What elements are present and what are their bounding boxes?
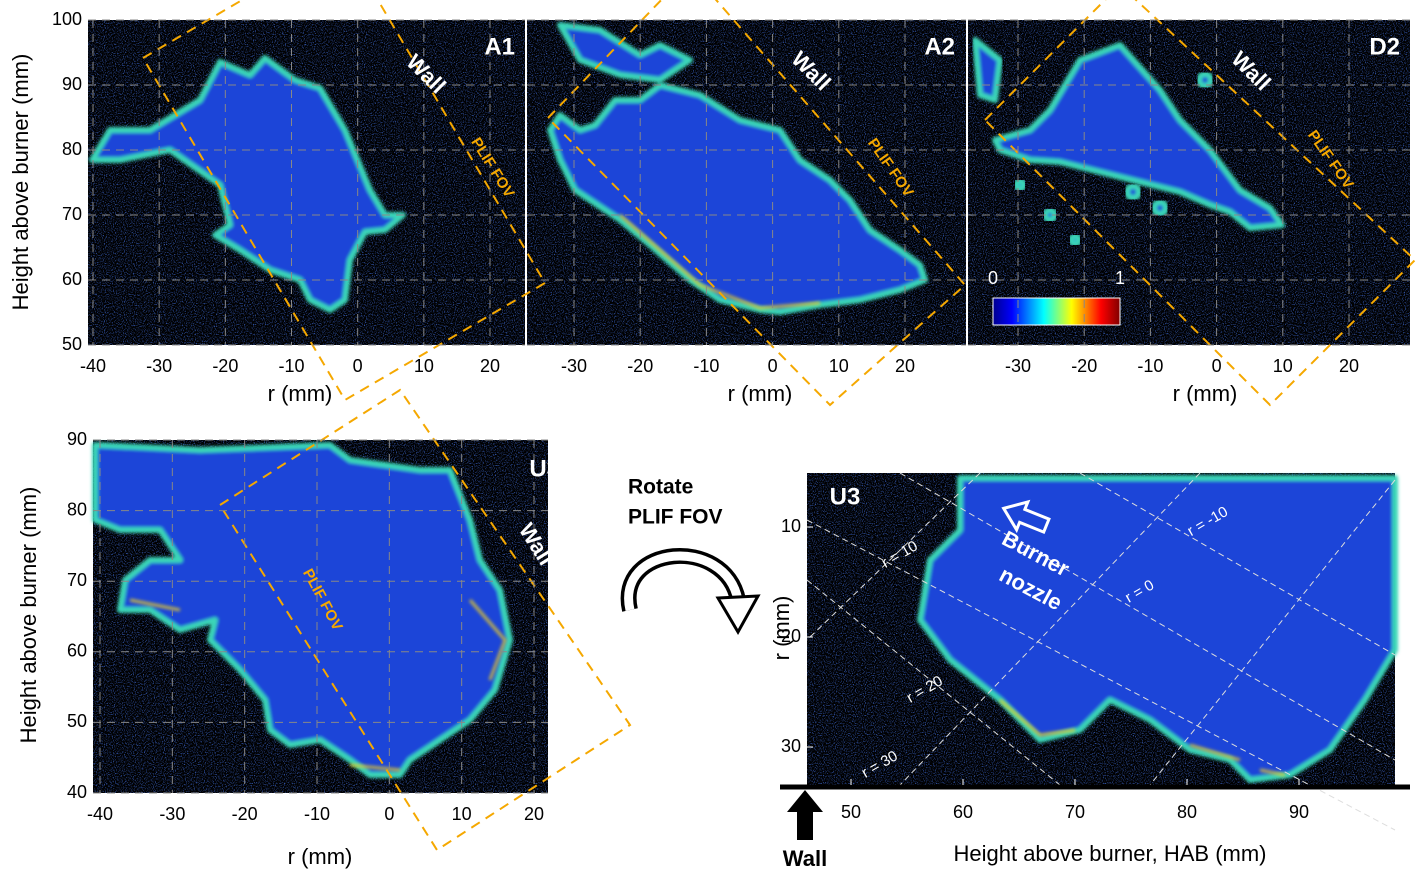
r-line [899,472,1201,786]
x-axis-label: r (mm) [1173,381,1238,406]
y-axis-label: Height above burner (mm) [8,54,33,311]
panel-label: U3 [529,455,560,482]
panel-label: A1 [484,33,515,60]
x-tick-label: -10 [278,356,304,376]
flame [972,37,1003,103]
x-tick-label: -10 [693,356,719,376]
y-tick-label: 90 [62,74,82,94]
y-tick-label: 70 [67,570,87,590]
flame-edge [129,598,507,772]
x-tick-label: 0 [1212,356,1222,376]
y-axis-label: r (mm) [769,596,794,661]
fov-outline [983,0,1417,407]
x-tick-label: 20 [480,356,500,376]
flame-edge [619,213,821,310]
y-tick-label: 40 [67,782,87,802]
x-tick-label: 0 [768,356,778,376]
flame-images [89,22,1398,783]
x-tick-label: 0 [353,356,363,376]
r-line [806,519,1396,831]
r-line [1079,472,1396,656]
rotate-note: Rotate [628,476,693,499]
x-tick-label: 0 [384,804,394,824]
nozzle-arrow [1001,499,1051,535]
y-axis-label: Height above burner (mm) [16,487,41,744]
colorbar [992,297,1121,326]
y-tick-label: 90 [67,429,87,449]
rotate-arrowhead [715,594,761,636]
x-tick-label: -40 [80,356,106,376]
x-tick-label: -30 [159,804,185,824]
flame [1013,178,1027,192]
colorbar-max: 1 [1115,268,1125,288]
y-tick-label: 50 [62,334,82,354]
fov-outline [141,0,547,402]
wall-label: Wall [783,846,827,871]
x-tick-label: -10 [1137,356,1163,376]
x-axis-label: r (mm) [288,844,353,869]
x-tick-label: 70 [1065,802,1085,822]
x-tick-label: -30 [1005,356,1031,376]
x-tick-label: -30 [561,356,587,376]
r-line [1149,479,1396,786]
flame [992,42,1285,231]
rotate-arrow [624,551,743,612]
y-tick-label: 60 [67,641,87,661]
flame [1068,233,1082,247]
rotated-grid [806,472,1396,831]
fov-outline [218,388,632,852]
x-tick-label: 20 [1339,356,1359,376]
r-line [806,472,981,641]
colorbar-min: 0 [988,268,998,288]
x-axis-label: r (mm) [728,381,793,406]
x-tick-label: 10 [414,356,434,376]
flame [557,22,693,83]
fov-outline [546,0,967,407]
y-tick-label: 20 [781,626,801,646]
flame [1196,71,1214,89]
x-tick-label: -40 [87,804,113,824]
x-tick-label: 10 [452,804,472,824]
flame [1124,183,1142,201]
x-tick-label: 60 [953,802,973,822]
y-tick-label: 100 [52,9,82,29]
panel-label: D2 [1369,33,1400,60]
x-tick-label: -10 [304,804,330,824]
x-tick-label: -30 [146,356,172,376]
y-tick-label: 80 [67,499,87,519]
flame [1151,199,1169,217]
x-axis-label: r (mm) [268,381,333,406]
flame [92,442,513,778]
flame-edge [999,698,1286,777]
x-tick-label: -20 [232,804,258,824]
y-tick-label: 10 [781,516,801,536]
y-tick-label: 70 [62,204,82,224]
x-tick-label: 10 [829,356,849,376]
r-line [806,579,1061,786]
panel-label: U3 [830,483,861,510]
y-tick-label: 60 [62,269,82,289]
rotate-note: PLIF FOV [628,506,723,529]
x-tick-label: -20 [212,356,238,376]
x-tick-label: 10 [1273,356,1293,376]
x-tick-label: -20 [1071,356,1097,376]
x-tick-label: 20 [895,356,915,376]
y-tick-label: 50 [67,711,87,731]
x-tick-label: 50 [841,802,861,822]
x-tick-label: 80 [1177,802,1197,822]
x-tick-label: 90 [1289,802,1309,822]
y-tick-label: 80 [62,139,82,159]
x-tick-label: 20 [524,804,544,824]
r-line [899,472,1396,761]
y-tick-label: 30 [781,736,801,756]
x-tick-label: -20 [627,356,653,376]
panel-label: A2 [924,33,955,60]
wall-arrow [787,790,823,840]
x-axis-label: Height above burner, HAB (mm) [953,841,1266,866]
